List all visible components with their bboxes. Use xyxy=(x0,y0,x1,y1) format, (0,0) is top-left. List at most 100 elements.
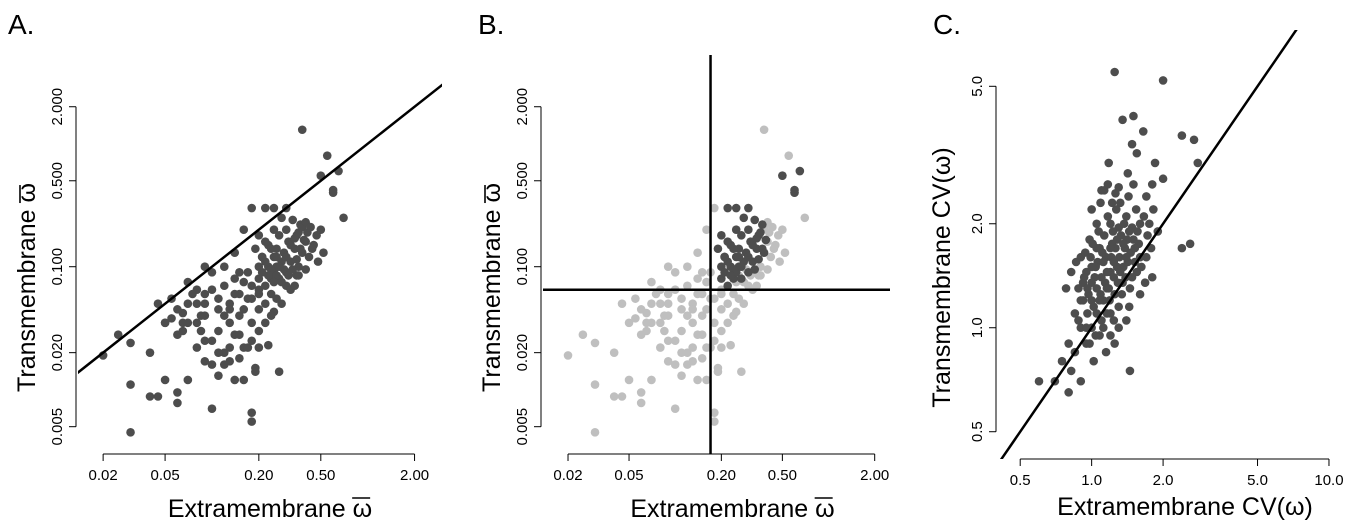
data-point xyxy=(756,271,765,280)
data-point xyxy=(254,285,264,295)
data-point xyxy=(1066,267,1076,277)
data-point xyxy=(214,326,223,336)
data-point xyxy=(717,231,726,240)
data-point xyxy=(750,265,760,274)
plot-area xyxy=(78,83,442,437)
data-point xyxy=(737,367,746,377)
data-point xyxy=(1117,289,1127,299)
data-point xyxy=(693,289,702,299)
x-tick-label: 5.0 xyxy=(1247,472,1268,489)
data-point xyxy=(1106,243,1115,253)
data-point xyxy=(1076,296,1086,305)
data-point xyxy=(778,171,787,180)
data-point xyxy=(1193,158,1203,168)
data-point xyxy=(726,271,735,280)
data-point xyxy=(281,225,291,234)
data-point xyxy=(266,311,276,320)
data-point xyxy=(617,299,627,309)
data-point xyxy=(656,299,665,309)
data-point xyxy=(1083,309,1092,318)
x-tick-label: 0.02 xyxy=(553,467,582,484)
data-point xyxy=(1119,239,1128,249)
x-tick-label: 1.0 xyxy=(1081,472,1102,489)
data-point xyxy=(239,277,249,287)
data-point xyxy=(670,268,680,277)
data-point xyxy=(288,265,298,274)
data-point xyxy=(247,281,257,291)
data-point xyxy=(1101,347,1111,357)
y-tick-label: 2.0 xyxy=(969,213,986,234)
data-point xyxy=(656,318,665,328)
data-point xyxy=(1111,205,1121,214)
data-point xyxy=(1110,339,1119,348)
data-point xyxy=(739,213,749,223)
data-point xyxy=(710,318,719,328)
data-point xyxy=(126,428,135,437)
y-axis-label: Transmembrane ω xyxy=(13,183,41,392)
data-point xyxy=(319,248,328,258)
data-point xyxy=(663,357,673,366)
data-point xyxy=(288,215,298,225)
data-point xyxy=(225,343,235,352)
data-point xyxy=(744,252,753,262)
x-tick-label: 0.50 xyxy=(306,467,335,484)
data-point xyxy=(1095,243,1104,253)
panel-b: B. 0.02 0.05 0.20 0.50 2.00 0.005 0.020 0.100 0.5… xyxy=(478,9,890,523)
data-point xyxy=(1087,205,1096,214)
y-tick-label: 0.100 xyxy=(514,248,531,286)
data-point xyxy=(660,311,669,320)
data-point xyxy=(717,305,726,314)
data-point xyxy=(328,185,338,195)
data-point xyxy=(651,289,661,299)
data-point xyxy=(286,240,295,250)
data-point xyxy=(775,257,784,266)
data-point xyxy=(214,371,223,380)
data-point xyxy=(702,277,711,287)
data-point xyxy=(1114,183,1123,192)
data-point xyxy=(723,299,733,309)
data-point xyxy=(183,299,193,309)
data-point xyxy=(207,336,217,346)
data-point xyxy=(183,318,193,328)
data-point xyxy=(307,244,317,254)
data-point xyxy=(1088,239,1097,249)
data-point xyxy=(1129,180,1138,189)
data-point xyxy=(200,357,210,366)
data-point xyxy=(647,318,656,328)
data-point xyxy=(313,257,323,266)
data-point xyxy=(230,375,240,385)
data-point xyxy=(235,311,244,320)
data-point xyxy=(734,294,744,303)
data-point xyxy=(200,289,210,299)
data-point xyxy=(254,305,264,314)
data-point xyxy=(1112,235,1122,244)
data-point xyxy=(563,351,573,360)
data-point xyxy=(710,203,719,213)
data-point xyxy=(1114,302,1123,312)
y-tick-label: 0.500 xyxy=(514,162,531,200)
data-point xyxy=(656,343,665,352)
data-point xyxy=(693,248,702,258)
data-point xyxy=(1107,198,1117,208)
data-point xyxy=(299,235,309,245)
data-point xyxy=(1092,219,1101,229)
data-point xyxy=(272,271,281,280)
data-point xyxy=(1066,366,1076,376)
data-point xyxy=(301,265,311,274)
data-point xyxy=(758,220,767,229)
data-point xyxy=(266,244,276,254)
data-point xyxy=(126,338,135,348)
data-point xyxy=(235,330,244,339)
data-point xyxy=(294,271,303,280)
data-point xyxy=(1114,323,1123,333)
data-point xyxy=(1124,227,1134,236)
data-point xyxy=(196,326,206,336)
data-point xyxy=(1147,180,1157,189)
y-tick-label: 0.005 xyxy=(49,408,66,446)
data-point xyxy=(631,294,640,303)
data-point xyxy=(780,248,790,258)
y-tick-label: 0.005 xyxy=(514,408,531,446)
data-point xyxy=(1150,158,1160,168)
data-point xyxy=(1124,302,1134,312)
data-point xyxy=(225,318,235,328)
